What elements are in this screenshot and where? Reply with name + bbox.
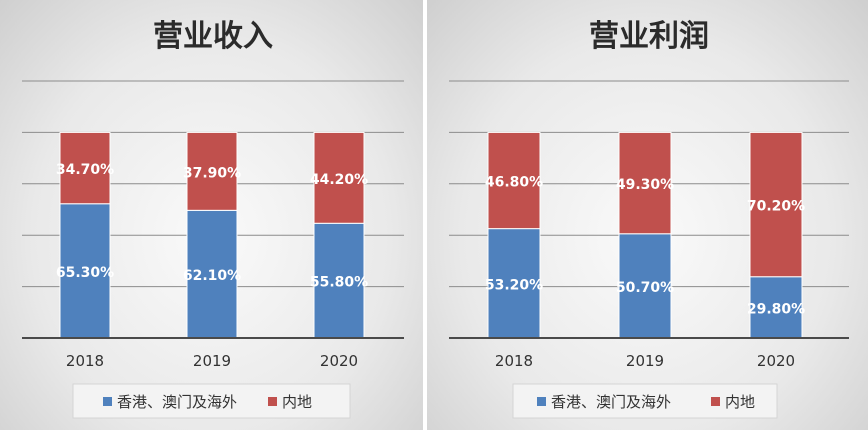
data-label: 29.80% (747, 301, 805, 317)
data-label: 44.20% (310, 172, 368, 188)
legend-label-hk: 香港、澳门及海外 (551, 393, 671, 411)
legend-box (512, 383, 778, 419)
bar-mainland-2018 (487, 131, 541, 230)
legend-label-hk: 香港、澳门及海外 (117, 393, 237, 411)
data-label: 53.20% (485, 277, 543, 293)
data-label: 70.20% (747, 199, 805, 215)
legend-box (72, 383, 351, 419)
data-label: 65.30% (56, 265, 114, 281)
panel-divider (423, 0, 427, 430)
bar-mainland-2018 (59, 131, 111, 205)
bar-hk-2020 (749, 276, 803, 339)
legend-label-mainland: 内地 (725, 393, 755, 411)
x-tick-label: 2020 (757, 352, 795, 370)
profit-chart-panel: 营业利润 53.20% 46.80% 2018 50.70% 49.30% 2019 29.8… (427, 0, 868, 430)
x-tick-label: 2020 (320, 352, 358, 370)
legend-swatch-mainland (268, 397, 277, 406)
x-tick-label: 2019 (626, 352, 664, 370)
data-label: 34.70% (56, 162, 114, 178)
data-label: 49.30% (616, 177, 674, 193)
legend-label-mainland: 内地 (282, 393, 312, 411)
bar-hk-2018 (59, 203, 111, 339)
data-label: 37.90% (183, 165, 241, 181)
chart-title: 营业利润 (589, 19, 709, 54)
bar-hk-2019 (618, 233, 672, 339)
bar-mainland-2020 (313, 131, 365, 224)
data-label: 46.80% (485, 175, 543, 191)
x-tick-label: 2019 (193, 352, 231, 370)
data-label: 62.10% (183, 268, 241, 284)
profit-chart-svg: 营业利润 53.20% 46.80% 2018 50.70% 49.30% 2019 29.8… (449, 19, 849, 419)
x-tick-label: 2018 (66, 352, 104, 370)
legend-swatch-hk (537, 397, 546, 406)
legend-swatch-mainland (711, 397, 720, 406)
revenue-chart-svg: 营业收入 65.30% 34.70% 2018 62.10% 37.90% 2019 55.8… (22, 19, 404, 419)
data-label: 50.70% (616, 280, 674, 296)
x-tick-label: 2018 (495, 352, 533, 370)
bar-mainland-2019 (618, 131, 672, 235)
data-label: 55.80% (310, 275, 368, 291)
revenue-chart-panel: 营业收入 65.30% 34.70% 2018 62.10% 37.90% 2019 55.8… (0, 0, 423, 430)
bar-mainland-2019 (186, 131, 238, 211)
chart-title: 营业收入 (153, 19, 273, 54)
legend-swatch-hk (103, 397, 112, 406)
bar-mainland-2020 (749, 131, 803, 278)
